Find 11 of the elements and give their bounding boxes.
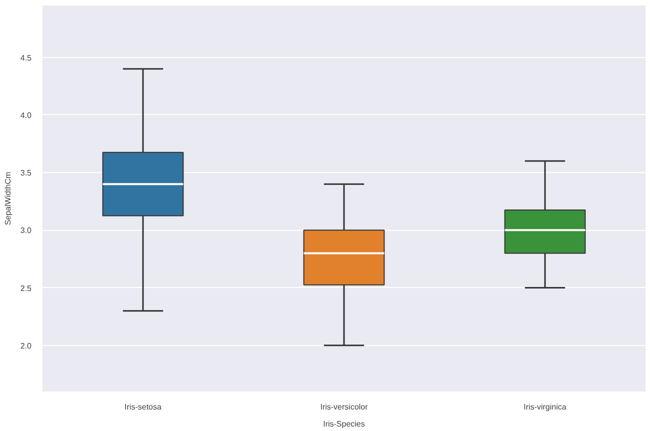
y-tick-label: 3.0 [20,226,32,236]
x-tick-label: Iris-setosa [124,402,162,412]
y-tick-label: 3.5 [20,168,32,178]
x-axis-title: Iris-Species [323,420,365,428]
y-tick-label: 4.0 [20,110,32,120]
y-tick-label: 4.5 [20,53,32,62]
y-axis-title: SepalWidthCm [3,171,12,226]
x-tick-label: Iris-versicolor [320,402,368,412]
x-tick-label: Iris-virginica [524,402,567,412]
y-tick-label: 2.5 [20,284,32,293]
y-tick-label: 2.0 [20,341,32,350]
